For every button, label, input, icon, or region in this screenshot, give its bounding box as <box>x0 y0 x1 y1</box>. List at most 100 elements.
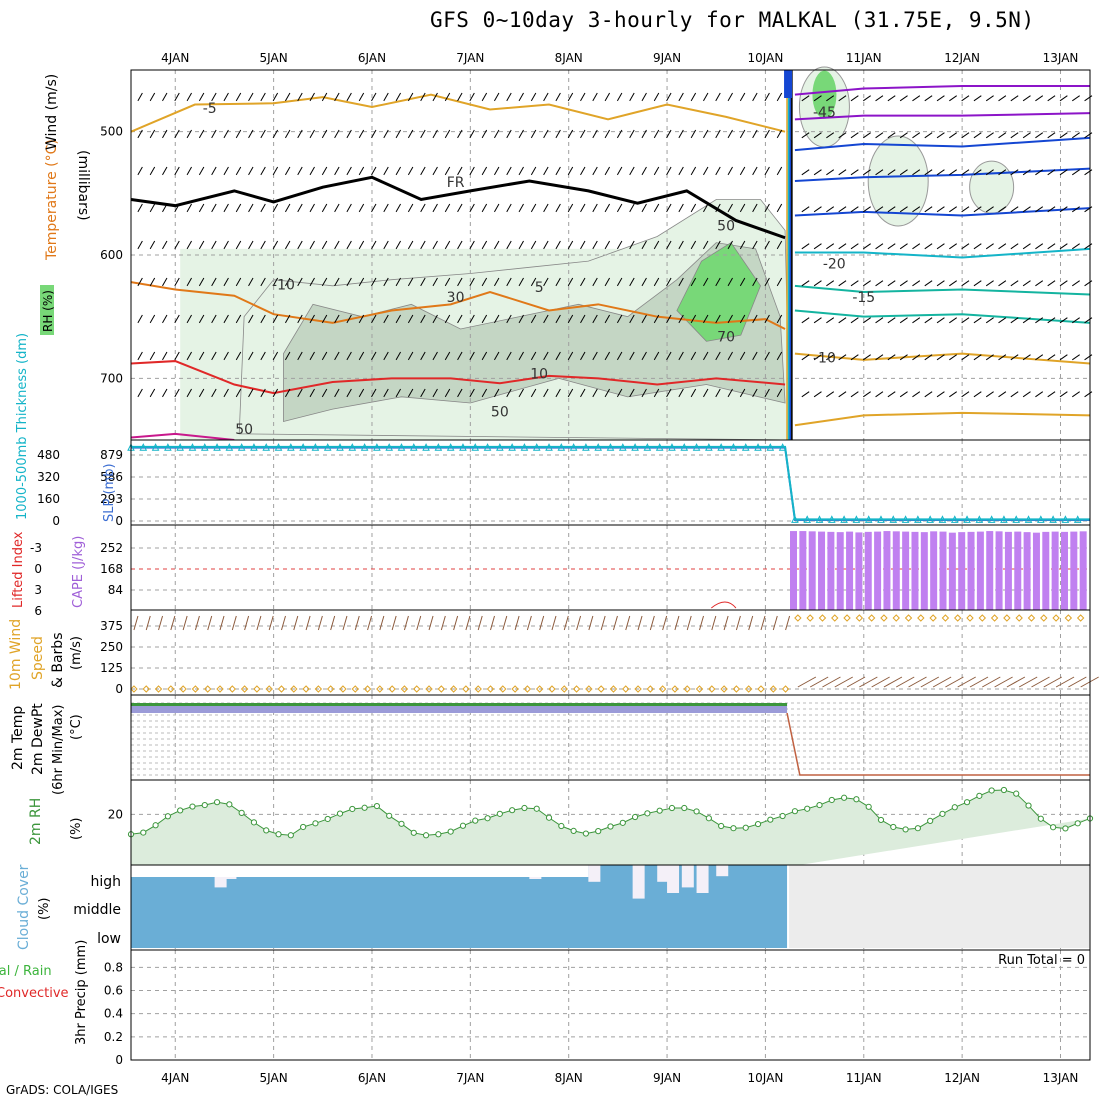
wind-barb <box>801 95 810 102</box>
wind-barb <box>506 240 512 250</box>
wind-barb <box>444 351 451 361</box>
thickness-marker <box>864 515 873 523</box>
wind-barb <box>1035 354 1044 361</box>
wind-barb <box>653 388 660 398</box>
temp-contour-2 <box>131 281 786 330</box>
rh2m-point <box>164 813 171 820</box>
wind-barb <box>715 240 721 250</box>
wind-barb <box>567 388 574 398</box>
rh2m-point <box>177 807 184 814</box>
wind-barb <box>752 240 758 250</box>
wind-barb <box>198 203 205 213</box>
rh2m-point <box>521 804 528 812</box>
wind-barb <box>530 388 537 398</box>
wind-barb <box>592 388 598 398</box>
barb <box>785 615 791 631</box>
wind-barb <box>1084 317 1093 324</box>
wind-barb <box>690 351 697 361</box>
wind-barb <box>174 129 180 139</box>
wind-barb <box>444 166 451 176</box>
wind-barb <box>592 351 598 361</box>
x-tick-bottom: 4JAN <box>161 1071 189 1085</box>
wind-barb <box>666 277 672 287</box>
speed-marker <box>609 685 618 693</box>
speed-marker <box>253 685 261 693</box>
thickness-marker <box>139 443 148 451</box>
cape-bar <box>790 531 798 610</box>
wind-barb <box>174 92 180 102</box>
wind-barb <box>912 206 921 213</box>
wind-barb <box>223 277 229 287</box>
speed-marker <box>818 614 827 622</box>
speed-marker <box>892 614 900 622</box>
speed-marker <box>695 685 704 693</box>
y-tick-label: 586 <box>100 470 123 484</box>
barb <box>662 615 668 631</box>
cape-bar <box>892 531 900 610</box>
wind-barb <box>211 166 217 176</box>
wind-barb <box>912 317 921 324</box>
speed-marker <box>622 685 630 693</box>
barb <box>649 615 655 631</box>
axis-label: (millibars) <box>75 150 91 221</box>
wind-barb <box>371 351 377 361</box>
wind-barb <box>826 132 835 139</box>
wind-barb <box>703 203 709 213</box>
wind-barb <box>518 92 524 102</box>
wind-barb <box>494 351 500 361</box>
contour-label: 5 <box>535 280 544 296</box>
speed-marker <box>1052 614 1060 622</box>
thickness-marker <box>200 443 209 451</box>
wind-barb <box>764 240 770 250</box>
wind-barb <box>506 314 512 324</box>
axis-label: 3hr Precip (mm) <box>74 940 89 1045</box>
wind-barb <box>887 132 896 139</box>
li-tick: -3 <box>30 541 42 555</box>
wind-barb <box>604 92 611 102</box>
wind-barb <box>678 203 684 213</box>
wind-barb <box>481 388 488 398</box>
wind-barb <box>801 243 810 250</box>
wind-barb <box>604 129 611 139</box>
rh2m-point <box>668 804 676 812</box>
upper-air-panel: 500 600 700 -5 FR 5 10 -10 30 50 70 50 50 -45 -20 -15 -1… <box>40 66 1093 441</box>
wind-barb <box>850 132 859 139</box>
wind-barb <box>801 132 810 139</box>
thickness-marker <box>582 443 590 451</box>
rh2m-point <box>705 815 712 822</box>
speed-marker <box>474 685 482 693</box>
wind-barb <box>321 203 328 213</box>
wind-barb <box>678 351 684 361</box>
wind-barb <box>1035 206 1044 213</box>
wind-barb <box>641 203 647 213</box>
wind-barb <box>211 92 217 102</box>
wind-barb <box>764 388 770 398</box>
contour-label: -5 <box>203 101 217 117</box>
barb <box>576 615 582 631</box>
wind-barb <box>211 314 217 324</box>
speed-marker <box>929 614 937 622</box>
y-tick-label: 0.6 <box>104 984 123 998</box>
contour-label: -10 <box>272 278 295 294</box>
wind-barb <box>555 240 561 250</box>
thickness-marker <box>717 443 725 451</box>
thickness-marker <box>520 443 529 451</box>
rh2m-point <box>890 823 897 831</box>
barb <box>612 615 618 631</box>
thickness-marker <box>631 443 639 451</box>
wind-barb <box>580 277 586 287</box>
wind-barb <box>543 240 549 250</box>
wind-barb <box>727 351 733 361</box>
wind-barb <box>580 92 586 102</box>
wind-barb <box>739 129 746 139</box>
wind-barb <box>776 351 783 361</box>
thickness-marker <box>360 443 369 451</box>
barb <box>514 615 520 631</box>
thickness-marker <box>618 443 627 451</box>
wind-barb <box>875 95 884 102</box>
wind-barb <box>899 206 908 213</box>
wind-barb <box>358 92 365 102</box>
wind-barb <box>1022 243 1031 250</box>
wind-barb <box>629 129 635 139</box>
wind-barb <box>407 277 414 287</box>
